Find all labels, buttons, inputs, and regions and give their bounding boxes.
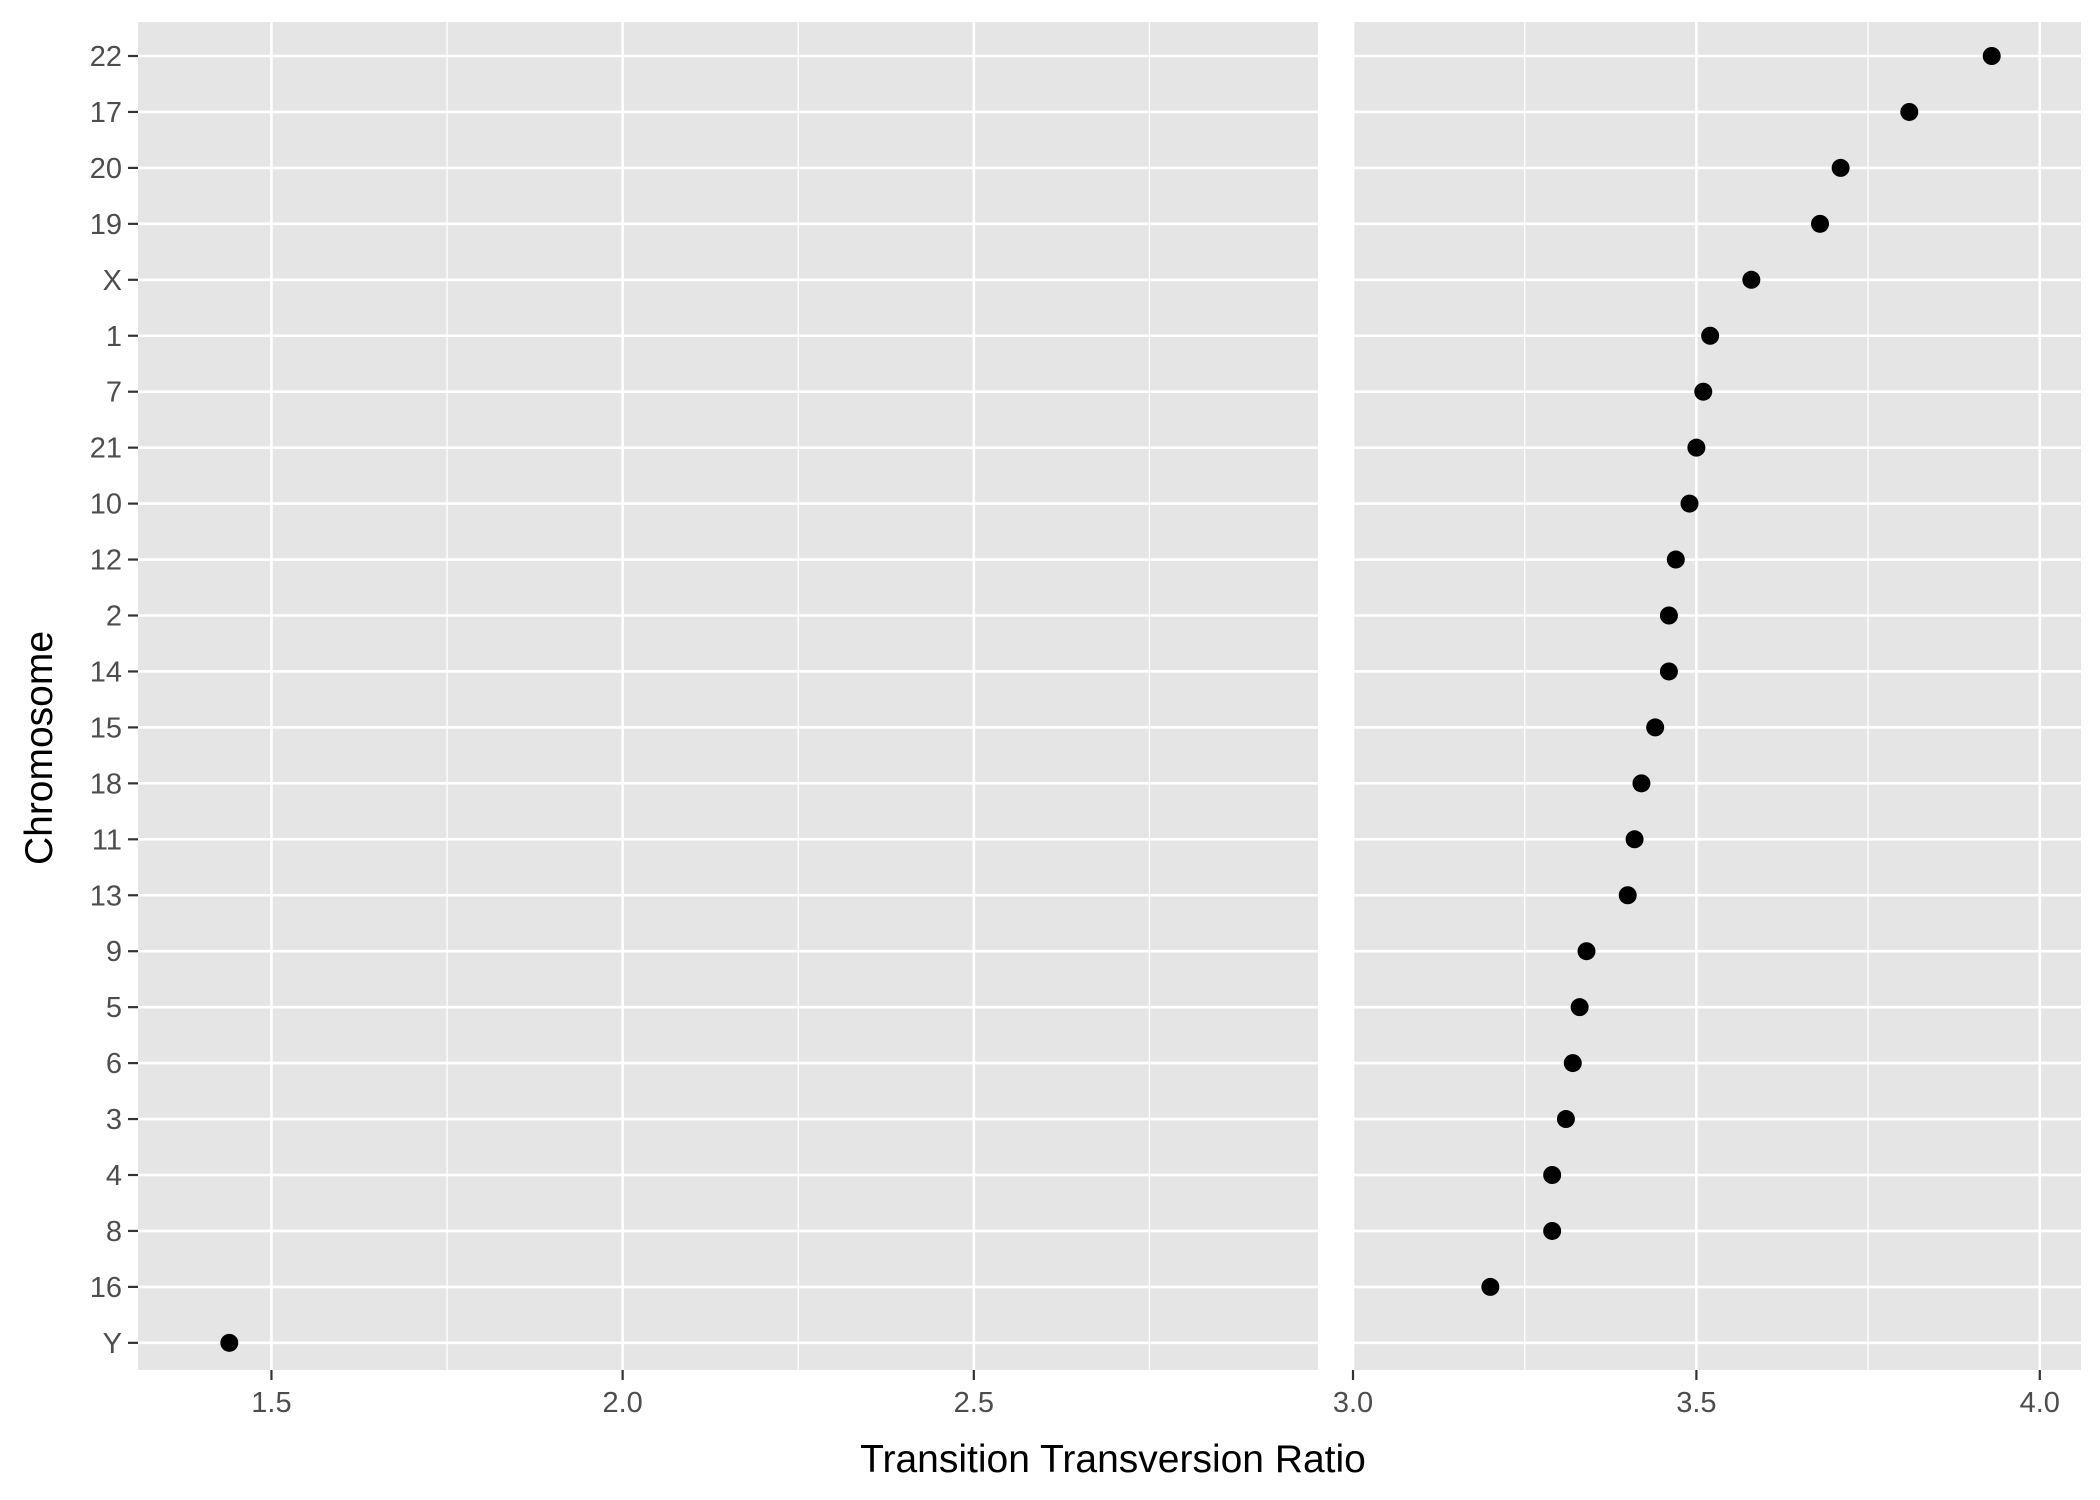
data-point-chr-17 — [1900, 102, 1919, 121]
y-tick-label: 16 — [90, 1272, 122, 1304]
y-tick-label: 18 — [90, 768, 122, 800]
data-point-chr-X — [1742, 270, 1761, 289]
y-tick-label: X — [103, 265, 122, 297]
data-point-chr-7 — [1694, 382, 1713, 401]
x-tick-label: 1.5 — [251, 1387, 291, 1419]
data-point-chr-15 — [1646, 718, 1665, 737]
data-point-chr-1 — [1701, 326, 1720, 345]
y-tick-label: 10 — [90, 489, 122, 521]
data-point-chr-6 — [1563, 1054, 1582, 1073]
y-tick-label: 11 — [92, 824, 122, 856]
data-point-chr-22 — [1982, 47, 2001, 65]
data-point-chr-20 — [1831, 158, 1850, 177]
x-axis: 1.5 2.0 2.5 3.0 3.5 4.0 — [251, 1370, 2060, 1419]
y-tick-label: 3 — [106, 1104, 122, 1136]
y-tick-label: 20 — [90, 153, 122, 185]
panel-background — [138, 22, 1318, 1370]
data-point-chr-18 — [1632, 774, 1651, 793]
y-tick-label: 19 — [90, 209, 122, 241]
data-point-chr-13 — [1618, 886, 1637, 905]
y-tick-label: 8 — [106, 1216, 122, 1248]
x-tick-label: 3.5 — [1676, 1387, 1716, 1419]
data-point-chr-12 — [1666, 550, 1685, 569]
data-point-chr-9 — [1577, 942, 1596, 961]
data-point-chr-3 — [1556, 1110, 1575, 1129]
data-point-chr-4 — [1543, 1166, 1562, 1184]
x-tick-label: 3.0 — [1333, 1387, 1373, 1419]
data-point-chr-5 — [1570, 998, 1589, 1017]
y-tick-label: 7 — [106, 377, 122, 409]
y-tick-label: 15 — [90, 712, 122, 744]
x-tick-label: 2.0 — [602, 1387, 642, 1419]
x-axis-title: Transition Transversion Ratio — [860, 1438, 1366, 1481]
y-tick-label: 14 — [90, 656, 122, 688]
data-point-chr-8 — [1543, 1221, 1562, 1240]
data-point-chr-2 — [1659, 606, 1678, 625]
x-tick-label: 2.5 — [954, 1387, 994, 1419]
panel-2 — [1351, 22, 2081, 1370]
y-tick-label: 5 — [106, 992, 122, 1024]
y-tick-label: 1 — [106, 321, 122, 353]
data-point-chr-Y — [220, 1333, 239, 1352]
data-point-chr-16 — [1481, 1277, 1500, 1296]
plot-panels — [138, 22, 2081, 1370]
data-points — [220, 47, 2001, 1352]
panel-1 — [138, 22, 1318, 1370]
data-point-chr-21 — [1687, 438, 1706, 457]
y-tick-label: 4 — [106, 1160, 122, 1192]
data-point-chr-10 — [1680, 494, 1699, 513]
y-tick-label: Y — [103, 1328, 122, 1360]
panel-background — [1353, 22, 2081, 1370]
data-point-chr-14 — [1659, 662, 1678, 681]
y-tick-label: 12 — [90, 545, 122, 577]
y-tick-label: 9 — [106, 936, 122, 968]
y-tick-label: 22 — [90, 41, 122, 73]
data-point-chr-19 — [1811, 214, 1830, 233]
x-tick-label: 4.0 — [2020, 1387, 2060, 1419]
y-tick-label: 13 — [90, 880, 122, 912]
y-tick-label: 17 — [90, 97, 122, 129]
y-tick-label: 2 — [106, 601, 122, 633]
y-axis: Y 16 8 4 3 6 5 9 13 11 18 15 14 2 12 10 21 7 1 X 19 20 17 22 — [90, 41, 138, 1360]
y-axis-title: Chromosome — [18, 631, 61, 865]
y-tick-label: 21 — [90, 433, 122, 465]
y-tick-label: 6 — [106, 1048, 122, 1080]
data-point-chr-11 — [1625, 830, 1644, 849]
